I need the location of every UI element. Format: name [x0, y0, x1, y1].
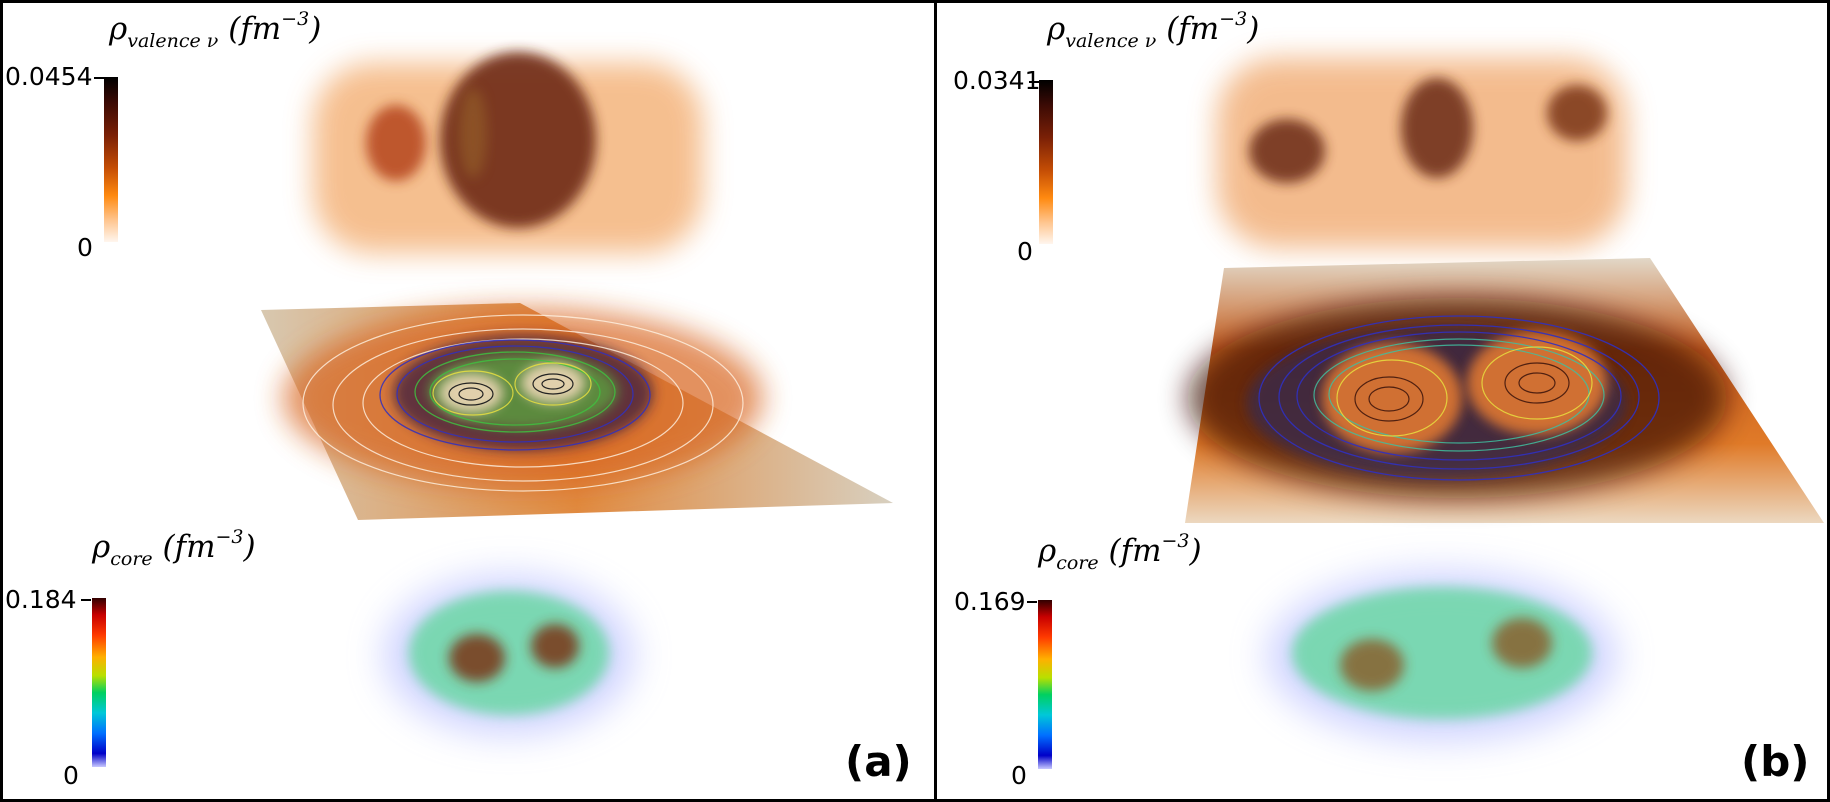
core-colorbar-a	[92, 598, 106, 767]
core-colorbar-min-a: 0	[63, 761, 79, 790]
valence-colorbar-min-a: 0	[77, 233, 93, 262]
panel-a: ρvalence ν (fm−3) 0.0454 0 ρcore (fm−3) …	[0, 0, 938, 802]
core-colorbar-min-b: 0	[1011, 761, 1027, 790]
panel-b: ρvalence ν (fm−3) 0.0341 0 ρcore (fm−3) …	[934, 0, 1830, 802]
valence-colorbar-b	[1039, 80, 1053, 244]
colorbar-tick	[1029, 81, 1039, 83]
panel-b-visualization	[1185, 58, 1824, 741]
valence-title-a: ρvalence ν (fm−3)	[109, 8, 322, 52]
colorbar-tick	[81, 599, 91, 601]
core-colorbar-max-a: 0.184	[5, 585, 77, 614]
valence-volume-render	[313, 52, 703, 253]
valence-contour-plane	[1185, 258, 1824, 523]
colorbar-tick	[1027, 601, 1037, 603]
panel-label-b: (b)	[1741, 737, 1810, 786]
valence-colorbar-min-b: 0	[1017, 237, 1033, 266]
valence-colorbar-max-a: 0.0454	[5, 62, 93, 91]
core-colorbar-b	[1038, 600, 1052, 769]
core-title-a: ρcore (fm−3)	[92, 526, 256, 570]
colorbar-tick	[94, 77, 104, 79]
core-title-b: ρcore (fm−3)	[1038, 530, 1202, 574]
valence-colorbar-max-b: 0.0341	[953, 66, 1041, 95]
core-volume-render	[384, 575, 634, 735]
panel-label-a: (a)	[845, 737, 912, 786]
panel-a-visualization	[261, 52, 893, 735]
valence-colorbar-a	[104, 77, 118, 242]
core-colorbar-max-b: 0.169	[954, 587, 1026, 616]
valence-title-b: ρvalence ν (fm−3)	[1047, 8, 1260, 52]
valence-contour-plane	[261, 303, 893, 520]
core-volume-render	[1267, 571, 1617, 741]
valence-volume-render	[1217, 58, 1627, 248]
